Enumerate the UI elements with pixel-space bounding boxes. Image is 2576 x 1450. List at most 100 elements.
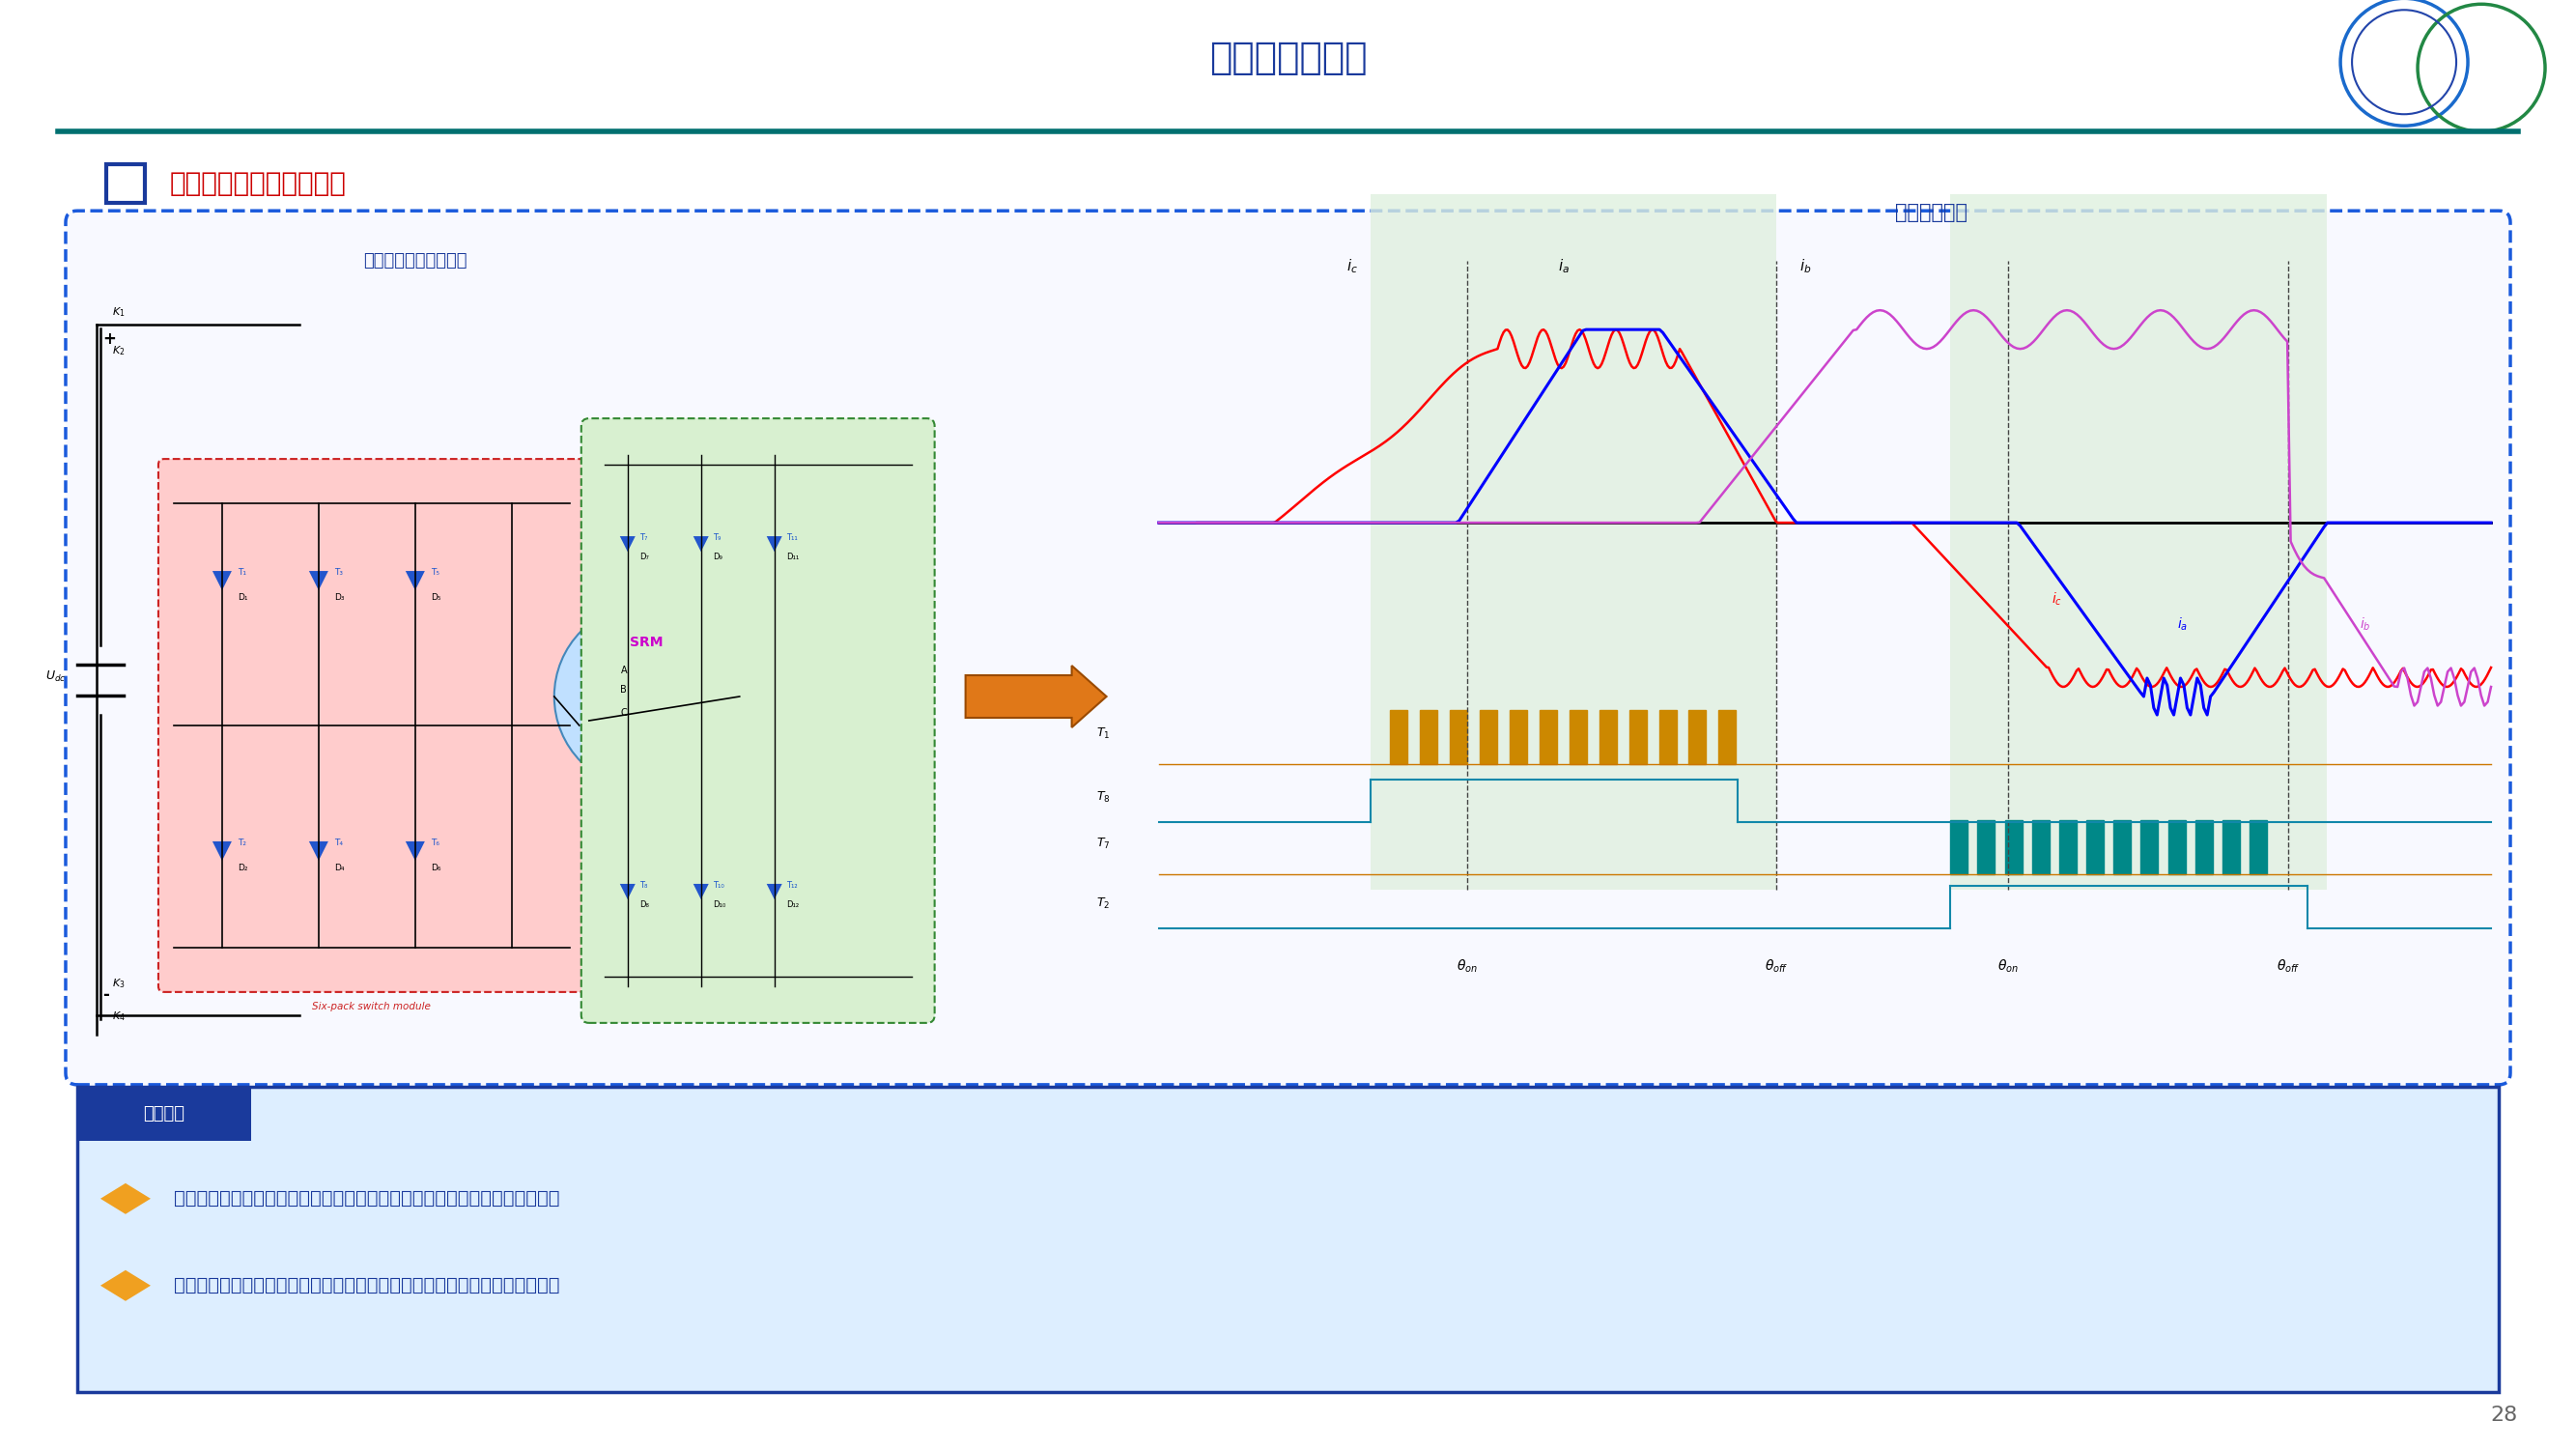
Text: 双向励磁诊断容错一体化: 双向励磁诊断容错一体化 [170, 170, 348, 197]
Bar [106, 164, 144, 203]
FancyBboxPatch shape [582, 419, 935, 1022]
Text: D₁₁: D₁₁ [786, 552, 799, 561]
Polygon shape [768, 536, 783, 551]
Text: T₁: T₁ [237, 568, 247, 577]
Bar [1718, 710, 1736, 764]
Text: D₅: D₅ [430, 593, 440, 602]
Text: $i_c$: $i_c$ [1345, 257, 1358, 276]
Polygon shape [211, 841, 232, 861]
Text: D₇: D₇ [639, 552, 649, 561]
Text: +: + [103, 331, 116, 348]
Bar [1419, 710, 1437, 764]
Text: $i_b$: $i_b$ [2360, 616, 2370, 634]
Bar [2249, 821, 2267, 874]
FancyArrow shape [966, 666, 1108, 728]
Text: $i_b$: $i_b$ [1801, 257, 1811, 276]
Text: $\theta_{on}$: $\theta_{on}$ [1458, 958, 1479, 974]
Text: T₃: T₃ [335, 568, 343, 577]
Text: T₄: T₄ [335, 838, 343, 847]
Text: D₁₀: D₁₀ [714, 900, 726, 909]
Polygon shape [309, 571, 327, 590]
Text: -: - [103, 986, 108, 1003]
Bar [1600, 710, 1618, 764]
Polygon shape [404, 571, 425, 590]
Text: 无需改变电机绕组结构即可实现功率变换器多种故障的诊断与容错控制一体化: 无需改变电机绕组结构即可实现功率变换器多种故障的诊断与容错控制一体化 [173, 1189, 559, 1208]
Text: D₄: D₄ [335, 864, 345, 873]
Text: D₂: D₂ [237, 864, 247, 873]
Text: $i_c$: $i_c$ [2050, 592, 2061, 608]
Bar [1950, 821, 1968, 874]
Text: D₆: D₆ [430, 864, 440, 873]
Bar [2004, 821, 2022, 874]
Text: B: B [621, 684, 626, 695]
Polygon shape [211, 571, 232, 590]
Bar [1540, 710, 1556, 764]
Polygon shape [768, 884, 783, 899]
Bar [1659, 710, 1677, 764]
Text: T₅: T₅ [430, 568, 440, 577]
Bar [2087, 821, 2105, 874]
Polygon shape [404, 841, 425, 861]
Bar [1391, 710, 1406, 764]
Polygon shape [100, 1270, 149, 1301]
Bar [1370, 194, 1777, 890]
Text: 双向电流励磁: 双向电流励磁 [1896, 203, 1968, 222]
Polygon shape [693, 884, 708, 899]
Text: Six-pack switch module: Six-pack switch module [312, 1002, 430, 1011]
Text: $K_1$: $K_1$ [111, 306, 126, 319]
Bar [1479, 710, 1497, 764]
Bar [1569, 710, 1587, 764]
Bar [1690, 710, 1705, 764]
Text: $T_2$: $T_2$ [1097, 896, 1110, 911]
Bar [2223, 821, 2239, 874]
Text: T₉: T₉ [714, 534, 721, 542]
Polygon shape [621, 536, 636, 551]
Text: $K_3$: $K_3$ [111, 976, 126, 990]
Bar [77, 1086, 250, 1141]
Text: T₁₂: T₁₂ [786, 882, 796, 890]
Text: T₆: T₆ [430, 838, 440, 847]
Text: D₁₂: D₁₂ [786, 900, 799, 909]
Text: 故障容错与控制: 故障容错与控制 [1208, 39, 1368, 77]
Bar [2032, 821, 2050, 874]
Text: 变换器结构模块化，适合于工业生产，适用于多种电流控制策略下的电机系统: 变换器结构模块化，适合于工业生产，适用于多种电流控制策略下的电机系统 [173, 1276, 559, 1295]
Text: 28: 28 [2491, 1405, 2519, 1424]
FancyBboxPatch shape [64, 210, 2512, 1085]
Text: T₁₀: T₁₀ [714, 882, 724, 890]
Bar [77, 1086, 2499, 1392]
Text: $K_2$: $K_2$ [111, 344, 126, 357]
Bar [2169, 821, 2184, 874]
Text: $\theta_{off}$: $\theta_{off}$ [1765, 958, 1788, 974]
Bar [2112, 821, 2130, 874]
Text: 模块化双向全桥变换器: 模块化双向全桥变换器 [363, 252, 466, 270]
Bar [1510, 710, 1528, 764]
Text: C: C [621, 708, 626, 718]
Text: D₈: D₈ [639, 900, 649, 909]
Polygon shape [693, 536, 708, 551]
Polygon shape [621, 884, 636, 899]
Text: SRM: SRM [631, 635, 665, 650]
Text: $\theta_{off}$: $\theta_{off}$ [2277, 958, 2300, 974]
Bar [2058, 821, 2076, 874]
Polygon shape [100, 1183, 149, 1214]
Text: $T_1$: $T_1$ [1097, 726, 1110, 741]
Text: A: A [621, 666, 626, 676]
Text: $i_a$: $i_a$ [1558, 257, 1569, 276]
Text: T₂: T₂ [237, 838, 247, 847]
Text: 技术优势: 技术优势 [144, 1105, 185, 1122]
Polygon shape [309, 841, 327, 861]
Text: $T_7$: $T_7$ [1097, 837, 1110, 851]
Bar [1978, 821, 1994, 874]
Bar [1950, 194, 2326, 890]
Text: $K_4$: $K_4$ [111, 1009, 126, 1022]
Circle shape [554, 603, 739, 789]
Text: D₉: D₉ [714, 552, 721, 561]
Text: T₁₁: T₁₁ [786, 534, 799, 542]
Text: T₇: T₇ [639, 534, 647, 542]
Bar [2195, 821, 2213, 874]
Text: D₃: D₃ [335, 593, 345, 602]
Text: $i_a$: $i_a$ [2177, 616, 2187, 634]
Text: $U_{dc}$: $U_{dc}$ [44, 668, 64, 683]
Bar [1450, 710, 1468, 764]
Text: T₈: T₈ [639, 882, 647, 890]
